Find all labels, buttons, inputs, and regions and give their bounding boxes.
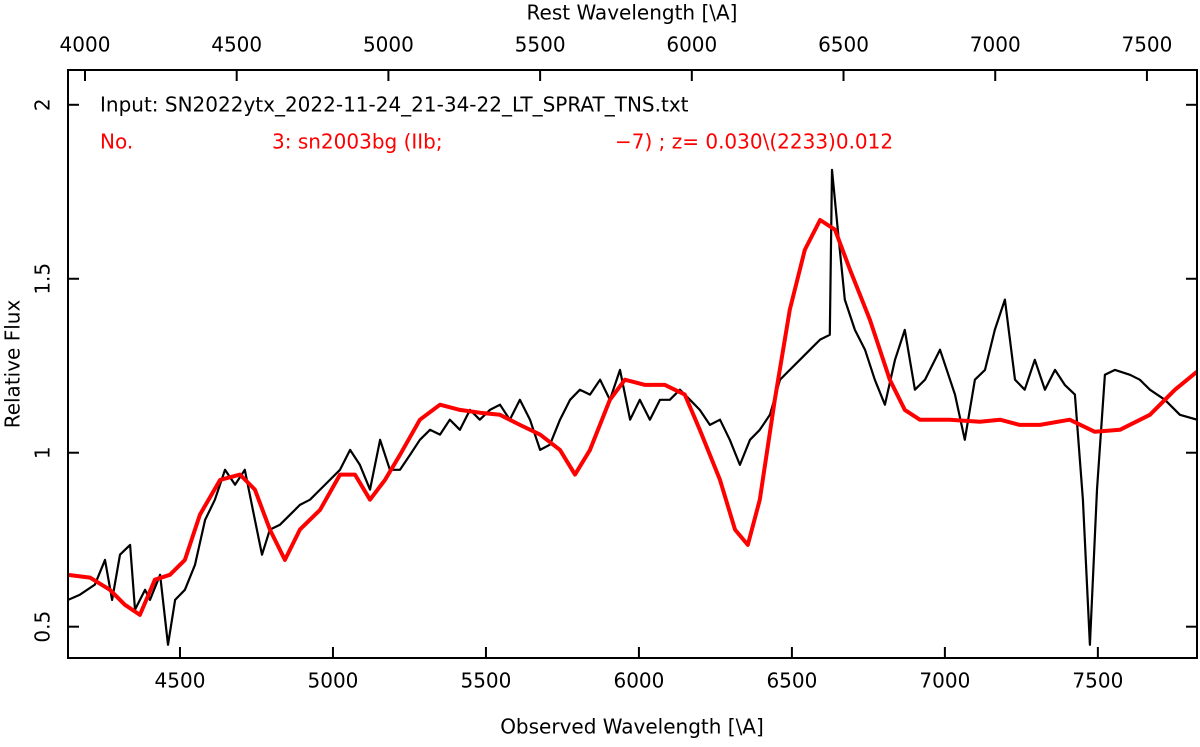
x2-tick-label: 5500 bbox=[515, 33, 566, 57]
y-tick-label: 1 bbox=[31, 446, 55, 459]
x2-axis-label: Rest Wavelength [\A] bbox=[527, 1, 738, 25]
x-tick-label: 5500 bbox=[460, 669, 511, 693]
x2-tick-label: 7500 bbox=[1121, 33, 1172, 57]
x-tick-label: 7000 bbox=[919, 669, 970, 693]
x2-tick-label: 6500 bbox=[818, 33, 869, 57]
x-axis-label: Observed Wavelength [\A] bbox=[500, 715, 764, 739]
y-axis-label: Relative Flux bbox=[1, 300, 25, 429]
x2-tick-label: 6000 bbox=[666, 33, 717, 57]
y-tick-label: 0.5 bbox=[31, 611, 55, 643]
x-tick-label: 6500 bbox=[766, 669, 817, 693]
x-tick-label: 7500 bbox=[1072, 669, 1123, 693]
y-tick-label: 2 bbox=[31, 98, 55, 111]
annotation: No. bbox=[100, 130, 133, 154]
x2-tick-label: 5000 bbox=[363, 33, 414, 57]
y-tick-label: 1.5 bbox=[31, 263, 55, 295]
x2-tick-label: 4500 bbox=[211, 33, 262, 57]
x2-tick-label: 7000 bbox=[970, 33, 1021, 57]
spectrum-line bbox=[68, 218, 1197, 617]
annotation: −7) ; z= 0.030\(2233)0.012 bbox=[615, 130, 893, 154]
x-tick-label: 5000 bbox=[308, 669, 359, 693]
annotation: 3: sn2003bg (IIb; bbox=[272, 130, 443, 154]
x2-tick-label: 4000 bbox=[60, 33, 111, 57]
x-tick-label: 6000 bbox=[613, 669, 664, 693]
plot-frame bbox=[67, 69, 1198, 659]
x-tick-label: 4500 bbox=[155, 669, 206, 693]
spectrum-line bbox=[68, 168, 1197, 646]
annotation: Input: SN2022ytx_2022-11-24_21-34-22_LT_… bbox=[100, 93, 689, 117]
